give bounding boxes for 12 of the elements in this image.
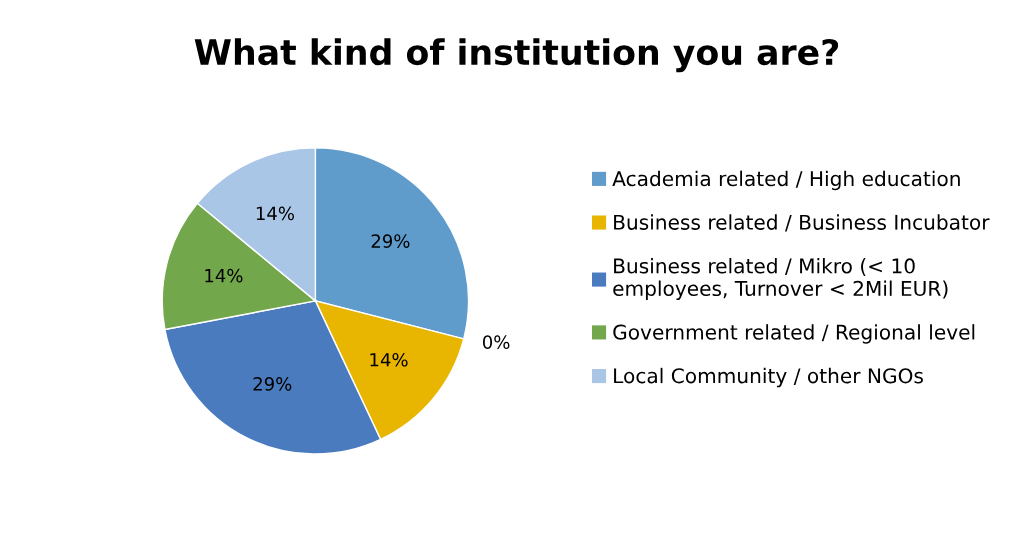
data-label: 29% xyxy=(371,234,410,248)
legend-label: Local Community / other NGOs xyxy=(614,367,923,388)
text: 0% xyxy=(482,335,510,349)
legend-label: Business related / Mikro (< 10 employees, Turnover < 2Mil EUR) xyxy=(613,257,948,300)
data-label: 14% xyxy=(256,206,295,221)
data-label: 14% xyxy=(205,268,243,283)
chart-title: What kind of institution you are? xyxy=(194,38,839,73)
data-label: 14% xyxy=(370,352,408,367)
legend-label: Government related / Regional level xyxy=(613,324,975,344)
legend-label: Academia related / High education xyxy=(612,170,960,191)
legend-label: Business related / Business Incubator xyxy=(614,214,990,232)
data-label: 29% xyxy=(253,377,292,391)
